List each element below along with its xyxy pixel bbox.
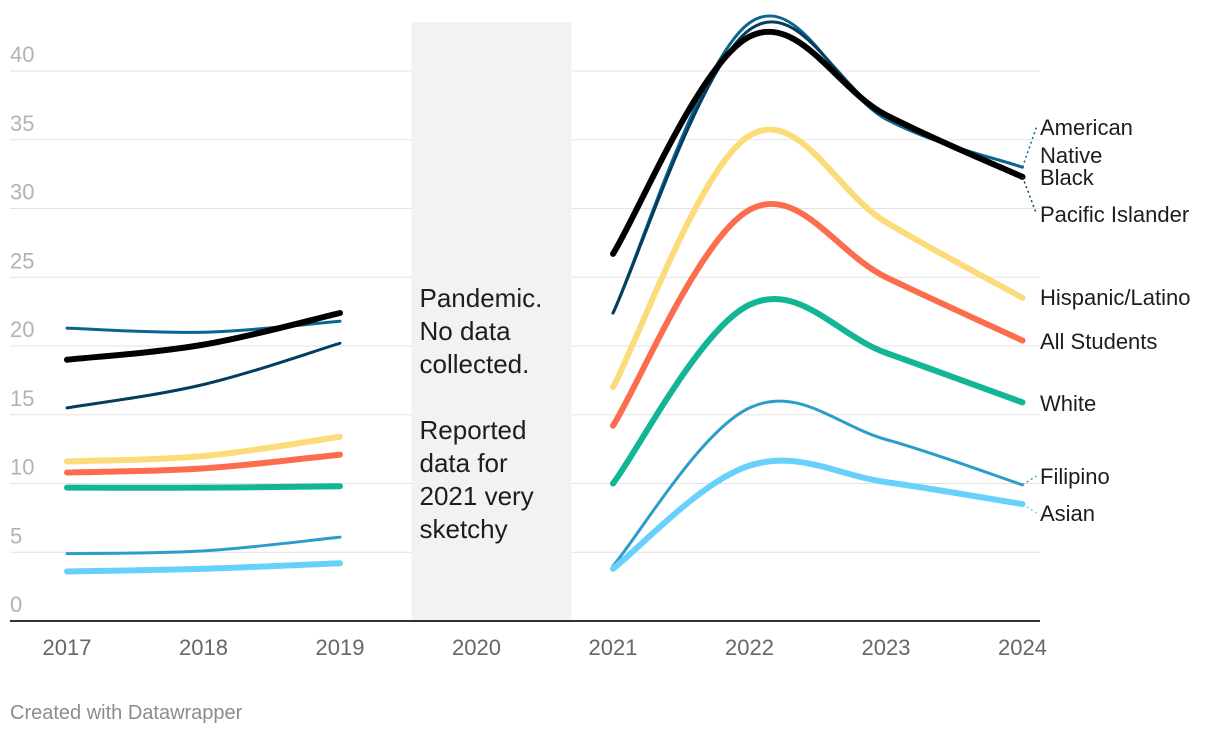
series-label: Asian (1040, 501, 1095, 526)
annotation-line: No data (420, 316, 512, 346)
series-lines (64, 14, 1026, 575)
series-line-pacific-islander (611, 20, 1024, 315)
series-labels: American Native Pacific Islander Black Hispa… (1040, 115, 1190, 526)
footer-credit: Created with Datawrapper (10, 702, 243, 724)
y-tick-label: 40 (10, 42, 34, 67)
label-connector (1021, 176, 1038, 215)
x-tick-label: 2020 (452, 635, 501, 660)
y-tick-label: 30 (10, 180, 34, 205)
series-line-black (64, 310, 343, 363)
series-line-white (610, 296, 1026, 487)
x-tick-label: 2022 (725, 635, 774, 660)
series-label: Pacific Islander (1040, 202, 1189, 227)
x-tick-label: 2018 (179, 635, 228, 660)
y-tick-label: 0 (10, 592, 22, 617)
series-line-hispanic-latino (610, 126, 1026, 391)
x-tick-label: 2021 (589, 635, 638, 660)
series-line-pacific-islander (65, 341, 342, 410)
x-axis-ticks: 2017 2018 2019 2020 2021 2022 2023 2024 (43, 635, 1047, 660)
x-tick-label: 2017 (43, 635, 92, 660)
x-tick-label: 2023 (862, 635, 911, 660)
line-chart: 0 5 10 15 20 25 30 35 40 2017 2018 2019 2020 2021 202… (10, 14, 1190, 660)
y-tick-label: 10 (10, 455, 34, 480)
annotation-line: Reported (420, 415, 527, 445)
annotation-line: data for (420, 448, 509, 478)
label-connector (1021, 126, 1038, 168)
y-tick-label: 35 (10, 111, 34, 136)
series-line-all-students (64, 451, 343, 476)
x-tick-label: 2024 (998, 635, 1047, 660)
annotation-line: collected. (420, 349, 530, 379)
x-tick-label: 2019 (316, 635, 365, 660)
series-line-hispanic-latino (64, 433, 343, 465)
series-line-american-native (65, 319, 342, 334)
annotation-line: sketchy (420, 514, 508, 544)
series-label-line: Native (1040, 143, 1102, 168)
series-label: White (1040, 391, 1096, 416)
series-label-line: American (1040, 115, 1133, 140)
series-line-asian (64, 560, 343, 575)
pandemic-annotation: Pandemic. No data collected. Reported data f… (420, 283, 543, 544)
series-line-filipino (65, 535, 342, 556)
y-tick-label: 20 (10, 317, 34, 342)
series-label: American Native (1040, 115, 1133, 168)
annotation-line: 2021 very (420, 481, 534, 511)
y-axis-ticks: 0 5 10 15 20 25 30 35 40 (10, 42, 34, 617)
y-tick-label: 5 (10, 523, 22, 548)
annotation-line: Pandemic. (420, 283, 543, 313)
series-label: All Students (1040, 329, 1157, 354)
series-label: Hispanic/Latino (1040, 285, 1190, 310)
series-line-asian (610, 457, 1026, 572)
series-line-white (64, 483, 343, 491)
pandemic-gap-band (411, 22, 572, 621)
series-line-all-students (610, 200, 1026, 429)
y-tick-label: 15 (10, 386, 34, 411)
series-line-black (610, 28, 1026, 257)
series-label: Black (1040, 165, 1095, 190)
series-line-filipino (611, 399, 1024, 568)
series-label: Filipino (1040, 464, 1110, 489)
y-tick-label: 25 (10, 248, 34, 273)
annotation-text: Pandemic. No data collected. Reported data f… (420, 283, 543, 544)
label-connectors (1021, 126, 1038, 514)
